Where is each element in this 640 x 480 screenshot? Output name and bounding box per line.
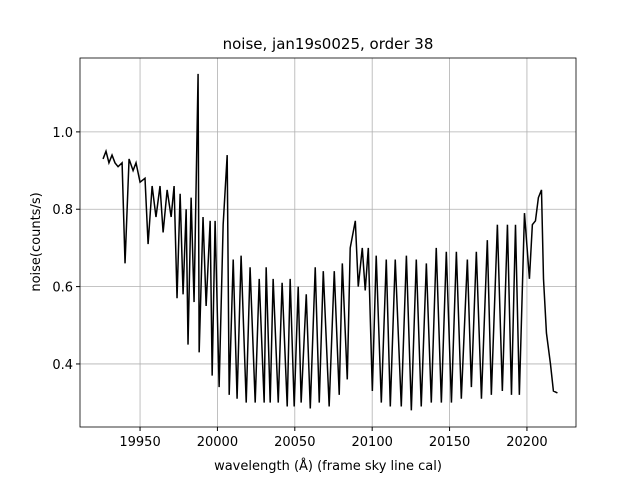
x-tick-label: 20000	[197, 435, 238, 450]
y-axis-label: noise(counts/s)	[29, 192, 44, 291]
x-tick-label: 20200	[506, 435, 547, 450]
y-tick-label: 0.6	[52, 281, 73, 296]
y-tick-label: 0.4	[52, 358, 73, 373]
data-line	[102, 73, 558, 411]
x-tick-label: 20050	[274, 435, 315, 450]
x-tick-label: 20150	[429, 435, 470, 450]
x-tick-label: 20100	[352, 435, 393, 450]
y-tick-label: 0.8	[52, 203, 73, 218]
x-axis-label: wavelength (Å) (frame sky line cal)	[214, 458, 442, 474]
y-tick-label: 1.0	[52, 126, 73, 141]
plot-frame	[79, 57, 577, 428]
x-tick-label: 19950	[119, 435, 160, 450]
chart-title: noise, jan19s0025, order 38	[223, 35, 434, 53]
